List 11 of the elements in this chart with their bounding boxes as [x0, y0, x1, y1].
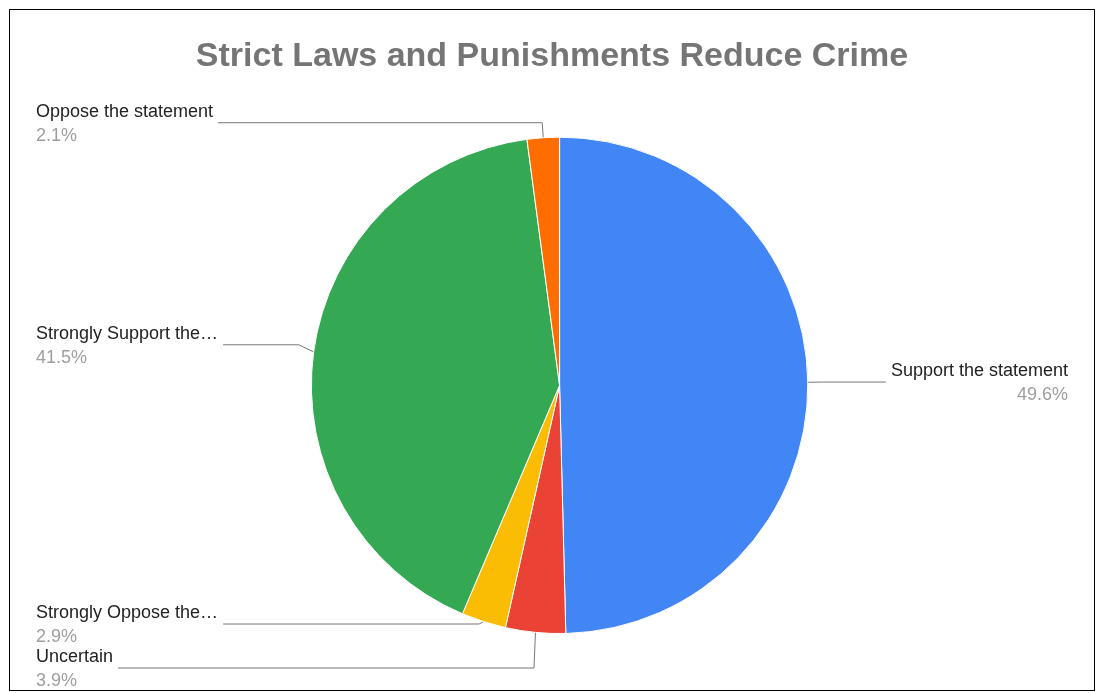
- slice-label: Strongly Support the…: [36, 322, 219, 343]
- data-label: 2.1%: [36, 124, 78, 145]
- chart-title: Strict Laws and Punishments Reduce Crime: [195, 35, 909, 73]
- slice-label: Uncertain: [36, 646, 114, 666]
- data-label: 41.5%: [36, 346, 88, 367]
- slice-label: Oppose the statement: [36, 100, 214, 121]
- slice-label: Support the statement: [890, 360, 1068, 381]
- data-label: 3.9%: [36, 670, 78, 690]
- data-label: 2.9%: [36, 626, 78, 646]
- data-label: 49.6%: [1016, 384, 1068, 405]
- slice-label: Strongly Oppose the…: [36, 602, 219, 622]
